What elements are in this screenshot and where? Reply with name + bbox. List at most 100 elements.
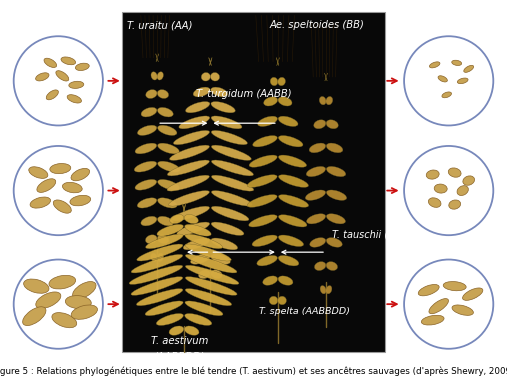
Ellipse shape bbox=[56, 71, 69, 81]
Text: Figure 5 : Relations phylogénétiques entre le blé tendre (T. aestivum) et ses an: Figure 5 : Relations phylogénétiques ent… bbox=[0, 367, 507, 376]
Ellipse shape bbox=[167, 160, 209, 176]
Circle shape bbox=[14, 146, 103, 235]
Ellipse shape bbox=[309, 143, 325, 153]
Ellipse shape bbox=[158, 125, 177, 136]
Ellipse shape bbox=[67, 95, 82, 103]
Ellipse shape bbox=[177, 222, 209, 235]
Ellipse shape bbox=[182, 204, 185, 212]
Ellipse shape bbox=[185, 301, 223, 316]
Ellipse shape bbox=[37, 179, 56, 192]
Ellipse shape bbox=[325, 73, 328, 81]
Ellipse shape bbox=[169, 191, 209, 206]
Ellipse shape bbox=[157, 90, 169, 99]
Ellipse shape bbox=[319, 97, 326, 105]
Ellipse shape bbox=[428, 198, 441, 208]
Ellipse shape bbox=[135, 143, 157, 154]
Ellipse shape bbox=[193, 87, 210, 97]
Ellipse shape bbox=[418, 285, 439, 296]
Ellipse shape bbox=[131, 277, 183, 295]
Ellipse shape bbox=[278, 215, 307, 227]
Ellipse shape bbox=[278, 97, 292, 106]
Ellipse shape bbox=[186, 277, 237, 295]
Circle shape bbox=[404, 259, 493, 349]
Ellipse shape bbox=[210, 270, 222, 279]
Ellipse shape bbox=[209, 58, 211, 65]
Ellipse shape bbox=[326, 262, 338, 271]
Ellipse shape bbox=[443, 281, 466, 291]
Ellipse shape bbox=[278, 175, 308, 187]
Ellipse shape bbox=[186, 265, 239, 285]
Ellipse shape bbox=[277, 58, 279, 65]
Ellipse shape bbox=[269, 296, 278, 305]
Ellipse shape bbox=[252, 235, 277, 246]
Ellipse shape bbox=[158, 161, 180, 172]
Ellipse shape bbox=[156, 54, 159, 62]
Ellipse shape bbox=[156, 54, 158, 62]
Ellipse shape bbox=[30, 197, 51, 208]
Ellipse shape bbox=[434, 184, 447, 193]
Ellipse shape bbox=[448, 168, 461, 177]
Ellipse shape bbox=[327, 190, 347, 200]
Circle shape bbox=[404, 146, 493, 235]
Ellipse shape bbox=[276, 58, 279, 65]
Ellipse shape bbox=[179, 116, 210, 129]
Ellipse shape bbox=[129, 265, 183, 285]
Ellipse shape bbox=[184, 214, 198, 224]
Ellipse shape bbox=[146, 90, 157, 99]
Ellipse shape bbox=[324, 73, 327, 81]
Ellipse shape bbox=[211, 175, 254, 191]
Ellipse shape bbox=[211, 222, 244, 235]
Ellipse shape bbox=[137, 244, 183, 261]
Ellipse shape bbox=[320, 286, 326, 294]
Ellipse shape bbox=[158, 216, 173, 226]
Ellipse shape bbox=[145, 301, 183, 316]
Ellipse shape bbox=[278, 195, 309, 207]
Ellipse shape bbox=[278, 235, 304, 246]
Ellipse shape bbox=[131, 254, 183, 273]
Ellipse shape bbox=[172, 206, 209, 221]
Ellipse shape bbox=[170, 214, 184, 224]
Ellipse shape bbox=[137, 198, 157, 208]
Ellipse shape bbox=[185, 224, 211, 236]
Ellipse shape bbox=[463, 176, 475, 185]
Ellipse shape bbox=[211, 191, 252, 206]
Ellipse shape bbox=[252, 136, 277, 147]
Ellipse shape bbox=[29, 167, 48, 178]
Ellipse shape bbox=[158, 143, 179, 154]
Ellipse shape bbox=[326, 286, 332, 294]
Ellipse shape bbox=[327, 238, 342, 247]
Ellipse shape bbox=[442, 92, 451, 98]
Ellipse shape bbox=[462, 288, 483, 300]
Ellipse shape bbox=[270, 77, 278, 86]
Ellipse shape bbox=[141, 107, 157, 117]
Ellipse shape bbox=[73, 281, 96, 299]
Ellipse shape bbox=[429, 62, 440, 68]
Ellipse shape bbox=[211, 145, 251, 161]
Ellipse shape bbox=[278, 155, 307, 167]
Ellipse shape bbox=[326, 97, 333, 105]
Ellipse shape bbox=[452, 60, 462, 65]
Ellipse shape bbox=[278, 276, 293, 285]
Ellipse shape bbox=[136, 289, 183, 306]
Ellipse shape bbox=[257, 256, 277, 266]
Ellipse shape bbox=[211, 238, 238, 250]
Ellipse shape bbox=[438, 76, 447, 82]
Ellipse shape bbox=[157, 253, 164, 261]
Ellipse shape bbox=[183, 238, 210, 250]
Ellipse shape bbox=[449, 200, 460, 209]
Ellipse shape bbox=[65, 296, 91, 309]
Ellipse shape bbox=[156, 313, 184, 325]
Ellipse shape bbox=[158, 198, 177, 208]
Ellipse shape bbox=[247, 175, 277, 187]
Ellipse shape bbox=[146, 234, 183, 249]
Ellipse shape bbox=[46, 90, 58, 100]
Ellipse shape bbox=[210, 72, 220, 81]
Ellipse shape bbox=[258, 116, 277, 126]
Ellipse shape bbox=[326, 120, 338, 129]
Text: T. spelta (AABBDD): T. spelta (AABBDD) bbox=[259, 307, 349, 316]
Ellipse shape bbox=[141, 216, 157, 226]
Text: T. turgidum (AABB): T. turgidum (AABB) bbox=[196, 89, 291, 99]
Circle shape bbox=[14, 259, 103, 349]
Ellipse shape bbox=[137, 125, 157, 136]
Ellipse shape bbox=[185, 244, 231, 261]
